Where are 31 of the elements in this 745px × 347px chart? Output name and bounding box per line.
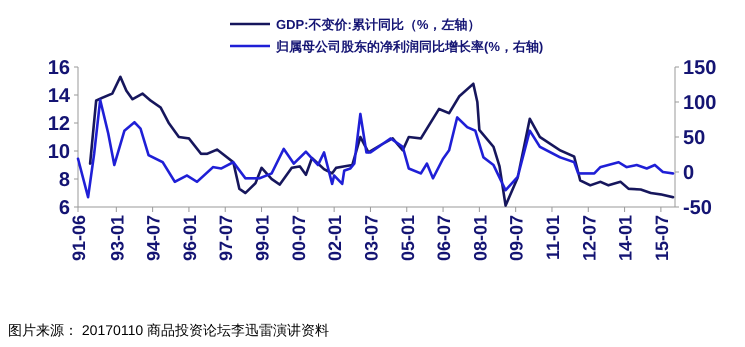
x-tick-label: 12-07: [579, 215, 600, 262]
x-tick-label: 91-06: [69, 215, 89, 262]
x-tick-label: 15-07: [652, 215, 672, 262]
y2-tick-label: 150: [683, 57, 716, 79]
y2-tick-label: -50: [683, 197, 712, 219]
y-tick-label: 10: [48, 141, 70, 163]
x-tick-label: 94-07: [144, 215, 164, 262]
x-tick-label: 97-07: [216, 215, 236, 262]
legend-label: GDP:不变价:累计同比（%，左轴）: [276, 17, 480, 32]
x-tick-label: 02-01: [325, 215, 346, 262]
x-tick-label: 03-07: [361, 215, 382, 262]
x-tick-label: 08-01: [470, 215, 490, 262]
x-tick-label: 05-01: [398, 215, 418, 262]
y-tick-label: 6: [58, 197, 70, 219]
y2-tick-label: 0: [683, 162, 694, 184]
x-tick-label: 96-01: [180, 215, 200, 262]
x-tick-label: 06-07: [434, 215, 454, 262]
y-tick-label: 12: [48, 113, 70, 135]
x-tick-label: 11-01: [542, 215, 563, 260]
x-tick-label: 93-01: [107, 215, 128, 262]
x-tick-label: 14-01: [616, 215, 636, 262]
y-tick-label: 16: [48, 57, 70, 79]
y-tick-label: 14: [48, 85, 71, 107]
legend-label: 归属母公司股东的净利润同比增长率(%，右轴): [275, 39, 544, 54]
x-tick-label: 00-07: [288, 215, 309, 262]
y2-tick-label: 50: [683, 127, 706, 149]
y2-tick-label: 100: [683, 92, 716, 114]
x-tick-label: 09-07: [506, 215, 527, 262]
annotation: 图片来源： 20170110 商品投资论坛李迅雷演讲资料: [8, 322, 330, 338]
x-tick-label: 99-01: [252, 215, 273, 262]
y-tick-label: 8: [58, 169, 70, 191]
